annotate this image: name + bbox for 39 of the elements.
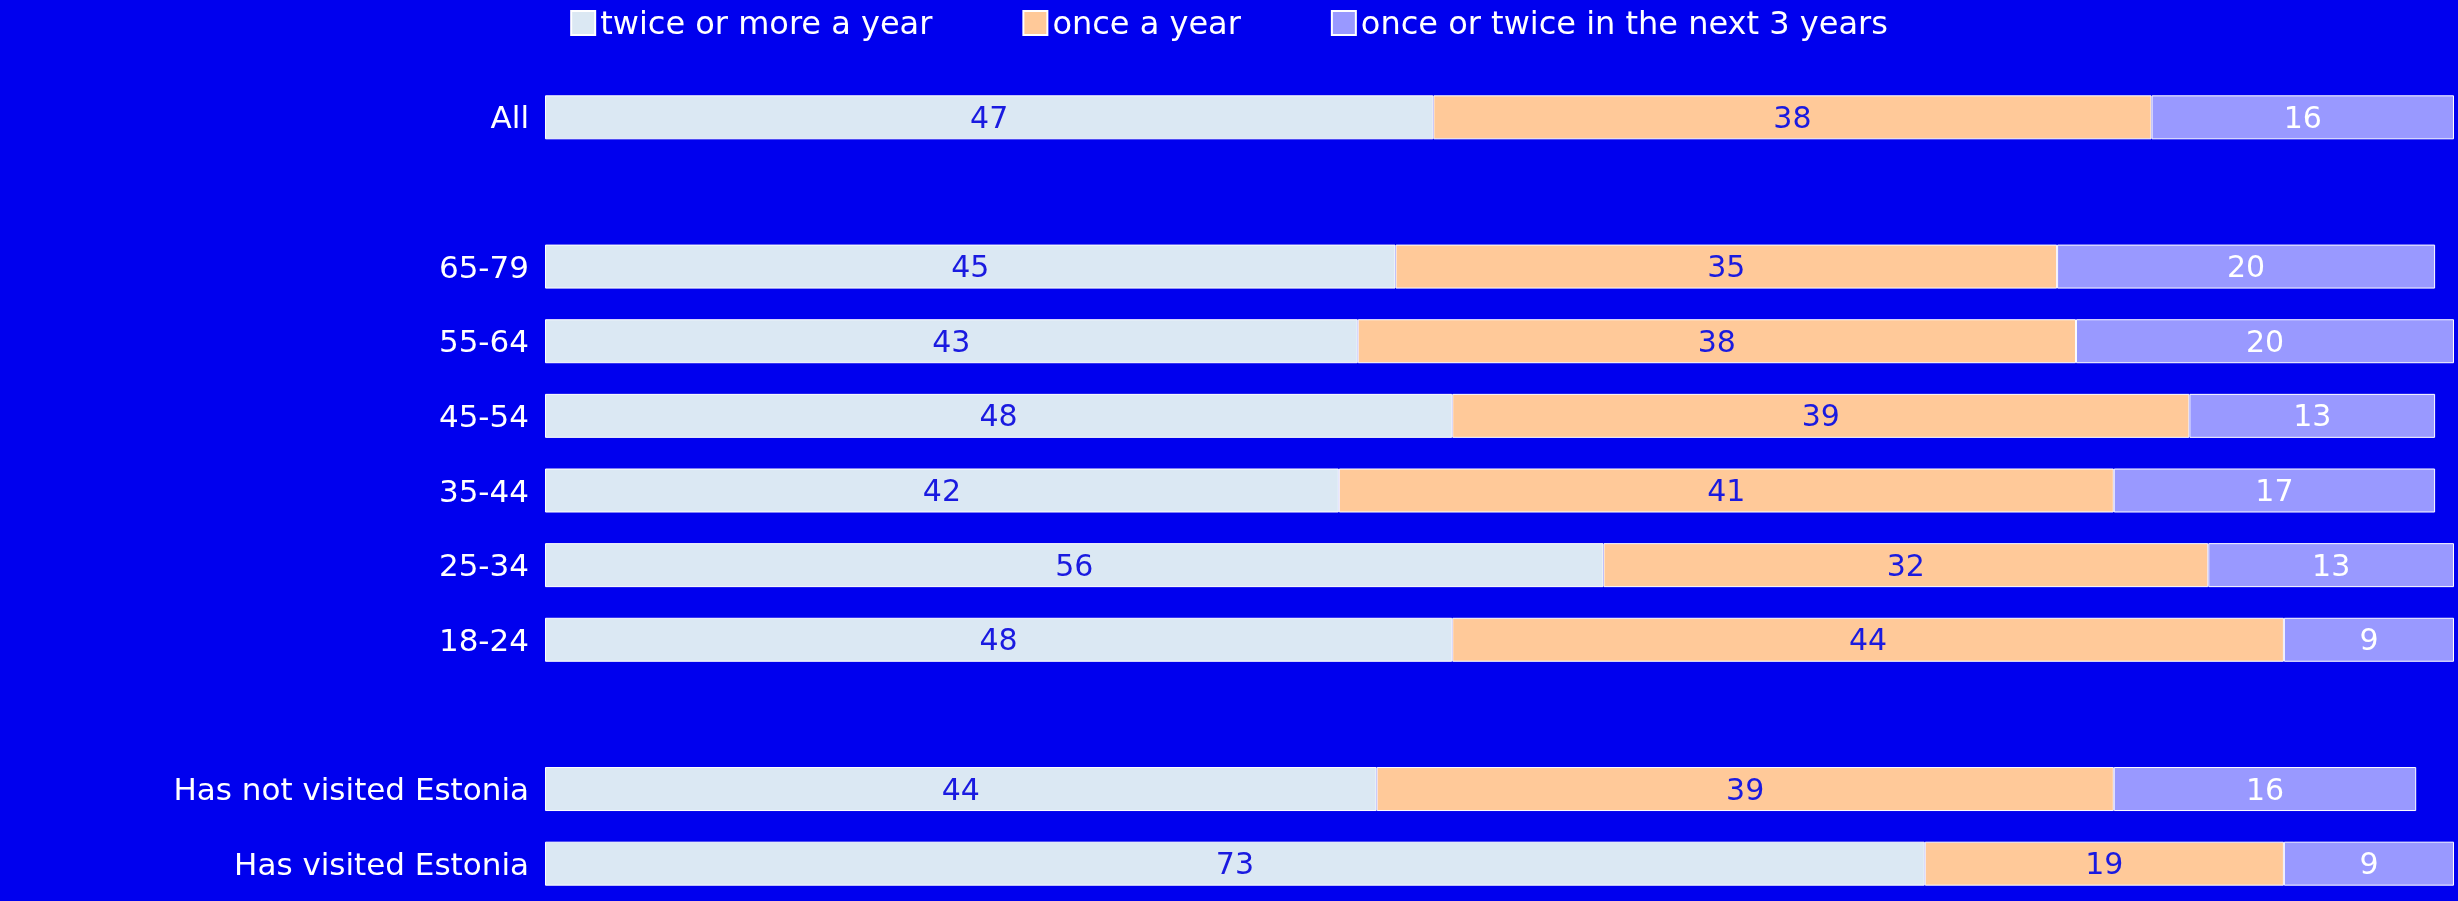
- data-label: 35: [1707, 249, 1746, 285]
- data-label: 48: [979, 398, 1018, 434]
- data-label: 44: [941, 771, 980, 807]
- data-label: 20: [2245, 323, 2285, 359]
- data-label: 32: [1886, 547, 1925, 583]
- y-tick-label: 45-54: [438, 397, 529, 434]
- data-label: 16: [2283, 99, 2322, 135]
- data-label: 73: [1215, 846, 1254, 882]
- data-label: 45: [951, 249, 990, 285]
- data-label: 38: [1773, 99, 1812, 135]
- data-label: 41: [1707, 473, 1746, 508]
- data-label: 39: [1726, 771, 1765, 807]
- y-tick-label: All: [490, 99, 529, 136]
- data-label: 39: [1801, 398, 1840, 434]
- data-label: 44: [1848, 622, 1888, 658]
- y-tick-label: 35-44: [438, 472, 529, 509]
- legend-label: once a year: [1052, 4, 1242, 42]
- data-label: 43: [932, 323, 971, 359]
- data-label: 47: [970, 99, 1009, 135]
- data-label: 38: [1697, 323, 1736, 359]
- data-label: 9: [2359, 846, 2379, 882]
- legend-label: once or twice in the next 3 years: [1360, 4, 1888, 42]
- data-label: 42: [922, 473, 962, 508]
- data-label: 20: [2227, 249, 2266, 285]
- data-label: 13: [2312, 547, 2351, 583]
- data-label: 17: [2255, 473, 2294, 508]
- data-label: 16: [2245, 771, 2285, 807]
- y-tick-label: Has not visited Estonia: [173, 771, 529, 808]
- data-label: 9: [2359, 622, 2379, 658]
- legend-label: twice or more a year: [600, 4, 934, 42]
- y-tick-label: 55-64: [438, 323, 529, 360]
- data-label: 48: [979, 622, 1018, 658]
- y-tick-label: Has visited Estonia: [234, 845, 529, 882]
- y-tick-label: 65-79: [438, 248, 529, 285]
- data-label: 19: [2085, 846, 2124, 882]
- y-tick-label: 25-34: [438, 547, 529, 584]
- data-label: 56: [1055, 547, 1094, 583]
- data-label: 13: [2293, 398, 2332, 434]
- y-tick-label: 18-24: [438, 621, 529, 658]
